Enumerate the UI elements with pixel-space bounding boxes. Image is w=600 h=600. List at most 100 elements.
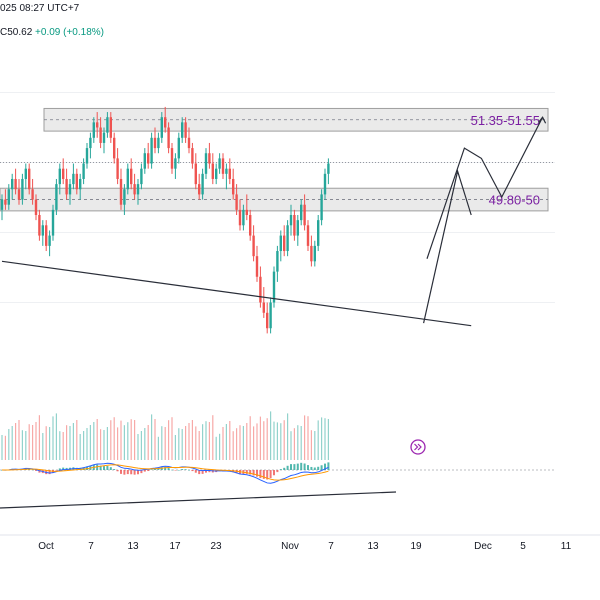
candle-body-81 [276,251,279,272]
macd-hist-85 [290,464,292,470]
volume-bar-76 [259,416,261,460]
volume-bar-32 [110,420,112,460]
volume-bar-38 [130,419,132,460]
macd-hist-9 [31,469,34,471]
candle-body-89 [303,204,306,226]
volume-bar-47 [161,426,163,460]
x-axis: Oct 7 13 17 23 Nov 7 13 19 Dec 5 11 [0,534,600,552]
macd-hist-88 [300,462,303,470]
candle-body-96 [327,163,330,174]
candle-body-51 [174,158,177,169]
volume-bar-25 [86,428,88,460]
volume-bar-39 [134,420,136,460]
volume-bar-35 [120,420,122,460]
candle-body-76 [259,276,262,303]
candle-body-41 [140,168,143,185]
macd-hist-84 [286,465,289,470]
projection-path [426,116,544,259]
candle-body-49 [167,127,170,149]
header-price-change: +0.09 (+0.18%) [35,27,104,38]
macd-hist-55 [188,469,190,471]
volume-bar-31 [106,427,108,460]
volume-bar-57 [195,426,197,460]
volume-bar-55 [188,423,190,460]
volume-bar-21 [72,423,74,460]
volume-bar-60 [205,421,207,460]
volume-bar-3 [11,426,13,460]
header-timestamp-text: 025 08:27 UTC+7 [0,3,80,14]
macd-hist-33 [113,469,116,470]
candle-body-39 [133,184,136,195]
candle-body-20 [68,184,72,195]
macd-hist-92 [313,467,316,470]
macd-hist-19 [65,467,68,470]
candle-body-18 [62,168,65,179]
volume-bar-10 [35,422,37,460]
candle-body-17 [58,168,61,185]
candle-body-74 [252,235,255,257]
x-tick-5: Nov [281,541,299,552]
volume-bar-96 [327,419,329,460]
candle-body-52 [177,137,180,159]
header-price-prefix: C [0,27,8,38]
x-tick-7: 13 [367,541,379,552]
candle-body-55 [187,137,191,149]
candle-body-93 [317,220,320,246]
macd-hist-18 [62,467,65,470]
volume-bar-78 [266,418,268,460]
macd-hist-48 [164,467,167,470]
candle-body-16 [55,184,58,210]
volume-bar-90 [307,416,309,460]
volume-bar-46 [157,436,159,460]
x-tick-9: Dec [474,541,492,552]
macd-hist-74 [252,470,255,476]
macd-hist-28 [96,464,99,470]
volume-bar-50 [171,417,173,460]
macd-hist-45 [154,469,156,470]
candle-body-65 [221,158,225,174]
candle-body-71 [242,209,245,226]
zone-label-0: 51.35-51.55 [471,113,540,128]
candle-body-33 [113,137,116,159]
macd-pane [0,462,555,509]
volume-bar-64 [219,433,221,460]
volume-bar-68 [232,431,234,460]
volume-bar-54 [185,426,187,460]
candle-body-69 [235,194,238,210]
volume-bar-63 [215,436,217,460]
macd-hist-75 [256,470,258,477]
x-tick-6: 7 [328,541,334,552]
candle-body-15 [51,209,55,236]
candle-body-58 [198,184,201,195]
macd-hist-82 [279,469,282,470]
volume-bar-0 [1,435,3,460]
header-price-value: 50.62 [7,27,33,38]
candle-body-75 [255,256,259,277]
volume-bar-62 [212,415,214,460]
macd-hist-96 [327,462,330,470]
candle-body-23 [79,178,82,190]
volume-bar-44 [151,414,153,460]
macd-hist-58 [198,470,201,475]
volume-bar-92 [314,431,316,460]
macd-hist-61 [208,470,211,473]
candle-body-22 [75,173,78,190]
volume-bar-86 [293,428,295,460]
candle-body-2 [7,189,10,205]
x-tick-4: 23 [210,541,222,552]
volume-bar-2 [8,429,10,460]
macd-hist-89 [303,463,306,470]
candle-body-1 [4,199,7,205]
macd-hist-90 [307,465,309,470]
x-tick-1: 7 [88,541,94,552]
volume-bar-94 [321,417,323,460]
zones: 51.35-51.55 49.80-50 [0,107,555,212]
candle-body-46 [157,137,160,149]
candle-body-38 [130,168,133,185]
volume-bar-15 [52,416,54,460]
volume-bar-18 [62,432,64,460]
candle-body-7 [24,168,27,179]
macd-hist-50 [171,469,173,471]
macd-hist-53 [181,469,184,470]
